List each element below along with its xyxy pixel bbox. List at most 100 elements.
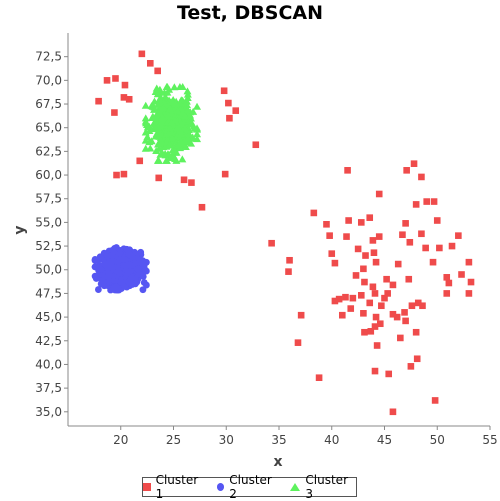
data-points [91,50,475,416]
data-point-cluster-1 [155,174,163,182]
data-point-cluster-1 [125,95,133,103]
y-tick-label: 70,0 [35,73,62,87]
data-point-cluster-2 [127,267,134,274]
data-point-cluster-3 [175,99,184,107]
data-point-cluster-1 [103,77,111,84]
data-point-cluster-1 [445,279,453,287]
data-point-cluster-1 [406,238,414,246]
data-point-cluster-1 [339,311,346,319]
data-point-cluster-1 [136,157,144,165]
data-point-cluster-2 [112,283,120,291]
data-point-cluster-1 [349,294,357,302]
data-point-cluster-3 [171,112,180,120]
data-point-cluster-3 [159,98,168,106]
data-point-cluster-3 [141,101,150,109]
data-point-cluster-3 [174,141,183,149]
data-point-cluster-3 [150,103,159,111]
data-point-cluster-3 [147,137,156,145]
data-point-cluster-1 [413,355,421,363]
y-tick-label: 45,0 [35,310,62,324]
data-point-cluster-3 [178,155,187,163]
data-point-cluster-1 [286,256,293,264]
data-point-cluster-1 [467,278,475,286]
data-point-cluster-1 [369,237,377,244]
data-point-cluster-2 [96,253,104,261]
data-point-cluster-2 [139,273,147,280]
data-point-cluster-3 [158,149,167,157]
data-point-cluster-1 [226,114,233,122]
data-point-cluster-1 [378,302,385,310]
data-point-cluster-1 [268,239,275,247]
data-point-cluster-1 [221,170,229,178]
chart-legend: Cluster 1 Cluster 2 Cluster 3 [142,473,357,501]
data-point-cluster-1 [361,278,368,286]
data-point-cluster-2 [120,255,128,263]
data-point-cluster-1 [423,198,430,205]
y-tick-label: 60,0 [35,168,62,182]
plot-area [68,33,490,426]
data-point-cluster-2 [95,264,102,272]
data-point-cluster-2 [122,262,130,270]
y-tick-label: 72,5 [35,50,62,64]
data-point-cluster-3 [165,140,174,148]
x-tick-label: 30 [219,433,234,447]
data-point-cluster-1 [389,310,397,318]
data-point-cluster-3 [193,130,202,138]
data-point-cluster-1 [376,320,384,328]
y-tick-label: 37,5 [35,381,62,395]
data-point-cluster-1 [357,292,365,299]
data-point-cluster-1 [154,67,161,75]
data-point-cluster-3 [181,143,190,151]
data-point-cluster-1 [385,370,393,378]
data-point-cluster-1 [402,220,409,227]
data-point-cluster-1 [328,250,336,257]
data-point-cluster-1 [113,171,120,179]
data-point-cluster-1 [360,265,367,273]
data-point-cluster-1 [410,160,418,167]
data-point-cluster-1 [315,374,323,382]
data-point-cluster-2 [112,277,119,284]
x-tick-label: 55 [482,433,497,447]
data-point-cluster-2 [127,251,134,259]
data-point-cluster-1 [146,60,154,67]
data-point-cluster-2 [140,279,148,286]
data-point-cluster-1 [397,334,404,342]
y-tick-label: 57,5 [35,192,62,206]
data-point-cluster-1 [297,311,305,319]
triangle-marker-icon [290,483,301,491]
data-point-cluster-2 [128,274,135,282]
legend-item-cluster-3: Cluster 3 [290,473,356,501]
data-point-cluster-1 [429,258,437,266]
data-point-cluster-3 [154,140,163,148]
data-point-cluster-3 [155,95,164,103]
data-point-cluster-1 [188,179,195,186]
x-tick-label: 20 [113,433,128,447]
data-point-cluster-1 [366,214,374,221]
data-point-cluster-3 [146,144,155,152]
y-tick-label: 65,0 [35,121,62,135]
data-point-cluster-1 [430,198,438,205]
data-point-cluster-1 [138,50,146,58]
data-point-cluster-1 [458,271,465,278]
data-point-cluster-2 [123,271,131,279]
data-point-cluster-3 [168,151,177,159]
legend-label: Cluster 2 [229,473,272,501]
data-point-cluster-3 [177,120,186,128]
data-point-cluster-1 [371,290,379,297]
data-point-cluster-1 [354,245,362,253]
data-point-cluster-1 [401,309,408,316]
legend-item-cluster-1: Cluster 1 [143,473,207,501]
data-point-cluster-1 [372,313,380,321]
data-point-cluster-1 [431,397,439,404]
data-point-cluster-3 [142,119,151,127]
data-point-cluster-1 [198,203,206,211]
data-point-cluster-1 [407,363,415,370]
data-point-cluster-1 [403,167,410,174]
data-point-cluster-3 [193,135,202,143]
data-point-cluster-1 [405,275,413,283]
data-point-cluster-1 [371,367,379,375]
y-axis-label: y [12,225,28,234]
data-point-cluster-3 [169,106,178,114]
data-point-cluster-1 [369,283,377,291]
